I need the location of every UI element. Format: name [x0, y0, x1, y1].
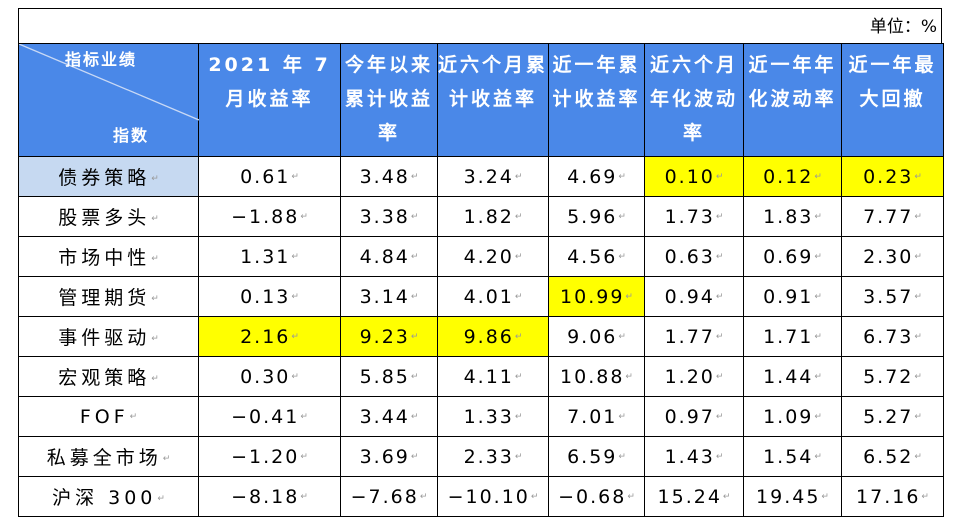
highlighted-cell: 2.16↵ — [198, 316, 341, 357]
table-row: 沪深 300↵ −8.18↵ −7.68↵ −10.10↵ −0.68↵ 15.… — [18, 476, 944, 517]
highlighted-cell: 0.10↵ — [644, 156, 744, 197]
table-cell: 4.84↵ — [340, 236, 438, 277]
table-cell: 0.13↵ — [198, 276, 341, 317]
row-label[interactable]: 债券策略↵ — [18, 156, 199, 197]
table-cell: 3.48↵ — [340, 156, 438, 197]
table-row: FOF↵ −0.41↵ 3.44↵ 1.33↵ 7.01↵ 0.97↵ 1.09… — [18, 396, 944, 437]
table-cell: 1.20↵ — [644, 356, 744, 397]
table-cell: 7.77↵ — [841, 196, 944, 237]
table-cell: 5.96↵ — [548, 196, 645, 237]
table-cell: −0.41↵ — [198, 396, 341, 437]
header-row: 指标业绩 指数 2021 年 7 月收益率 今年以来累计收益率 近六个月累计收益… — [18, 43, 944, 157]
table-cell: 1.73↵ — [644, 196, 744, 237]
row-label: 股票多头↵ — [18, 196, 199, 237]
performance-table: 指标业绩 指数 2021 年 7 月收益率 今年以来累计收益率 近六个月累计收益… — [18, 43, 944, 517]
corner-top-label: 指标业绩 — [65, 50, 138, 69]
row-label: 私募全市场↵ — [18, 436, 199, 477]
highlighted-cell: 9.86↵ — [437, 316, 549, 357]
table-row: 管理期货↵ 0.13↵ 3.14↵ 4.01↵ 10.99↵ 0.94↵ 0.9… — [18, 276, 944, 317]
table-cell: 5.27↵ — [841, 396, 944, 437]
highlighted-cell: 10.99↵ — [548, 276, 645, 317]
highlighted-cell: 0.12↵ — [743, 156, 842, 197]
table-cell: 1.77↵ — [644, 316, 744, 357]
table-cell: 3.69↵ — [340, 436, 438, 477]
row-label: 宏观策略↵ — [18, 356, 199, 397]
table-cell: 5.72↵ — [841, 356, 944, 397]
corner-header: 指标业绩 指数 — [18, 43, 199, 157]
row-label: FOF↵ — [18, 396, 199, 437]
column-header: 近一年年化波动率 — [743, 43, 842, 157]
table-row: 债券策略↵ 0.61↵ 3.48↵ 3.24↵ 4.69↵ 0.10↵ 0.12… — [18, 156, 944, 197]
table-cell: 0.94↵ — [644, 276, 744, 317]
highlighted-cell: 9.23↵ — [340, 316, 438, 357]
table-cell: 10.88↵ — [548, 356, 645, 397]
table-cell: 5.85↵ — [340, 356, 438, 397]
table-cell: 4.20↵ — [437, 236, 549, 277]
table-cell: 4.11↵ — [437, 356, 549, 397]
column-header: 2021 年 7 月收益率 — [198, 43, 341, 157]
table-cell: 2.33↵ — [437, 436, 549, 477]
table-cell: −7.68↵ — [340, 476, 438, 517]
column-header: 近六个月年化波动率 — [644, 43, 744, 157]
table-cell: 4.56↵ — [548, 236, 645, 277]
table-cell: 1.82↵ — [437, 196, 549, 237]
table-cell: 6.59↵ — [548, 436, 645, 477]
table-cell: 19.45↵ — [743, 476, 842, 517]
row-label: 事件驱动↵ — [18, 316, 199, 357]
table-cell: 1.83↵ — [743, 196, 842, 237]
table-cell: 9.06↵ — [548, 316, 645, 357]
table-cell: 0.97↵ — [644, 396, 744, 437]
table-row: 宏观策略↵ 0.30↵ 5.85↵ 4.11↵ 10.88↵ 1.20↵ 1.4… — [18, 356, 944, 397]
table-cell: 6.73↵ — [841, 316, 944, 357]
table-cell: 0.69↵ — [743, 236, 842, 277]
table-cell: −10.10↵ — [437, 476, 549, 517]
row-label: 市场中性↵ — [18, 236, 199, 277]
table-cell: 2.30↵ — [841, 236, 944, 277]
column-header: 近一年累计收益率 — [548, 43, 645, 157]
table-row: 市场中性↵ 1.31↵ 4.84↵ 4.20↵ 4.56↵ 0.63↵ 0.69… — [18, 236, 944, 277]
highlighted-cell: 0.23↵ — [841, 156, 944, 197]
diagonal-divider — [19, 44, 199, 121]
table-cell: 1.44↵ — [743, 356, 842, 397]
corner-bottom-label: 指数 — [113, 126, 150, 145]
table-row: 私募全市场↵ −1.20↵ 3.69↵ 2.33↵ 6.59↵ 1.43↵ 1.… — [18, 436, 944, 477]
column-header: 近一年最大回撤 — [841, 43, 944, 157]
table-cell: 3.57↵ — [841, 276, 944, 317]
table-cell: 1.31↵ — [198, 236, 341, 277]
column-header: 近六个月累计收益率 — [437, 43, 549, 157]
table-cell: 3.38↵ — [340, 196, 438, 237]
table-cell: 3.44↵ — [340, 396, 438, 437]
table-row: 股票多头↵ −1.88↵ 3.38↵ 1.82↵ 5.96↵ 1.73↵ 1.8… — [18, 196, 944, 237]
table-cell: 1.43↵ — [644, 436, 744, 477]
table-cell: 1.09↵ — [743, 396, 842, 437]
table-cell: 0.30↵ — [198, 356, 341, 397]
row-label: 沪深 300↵ — [18, 476, 199, 517]
table-cell: −0.68↵ — [548, 476, 645, 517]
column-header: 今年以来累计收益率 — [340, 43, 438, 157]
table-cell: 0.91↵ — [743, 276, 842, 317]
table-cell: 6.52↵ — [841, 436, 944, 477]
table-cell: 1.71↵ — [743, 316, 842, 357]
table-cell: 0.61↵ — [198, 156, 341, 197]
table-cell: 4.01↵ — [437, 276, 549, 317]
table-cell: −1.20↵ — [198, 436, 341, 477]
table-cell: 3.14↵ — [340, 276, 438, 317]
table-cell: 0.63↵ — [644, 236, 744, 277]
table-cell: 3.24↵ — [437, 156, 549, 197]
table-cell: 1.33↵ — [437, 396, 549, 437]
unit-label: 单位：% — [18, 8, 942, 44]
table-row: 事件驱动↵ 2.16↵ 9.23↵ 9.86↵ 9.06↵ 1.77↵ 1.71… — [18, 316, 944, 357]
table-cell: 4.69↵ — [548, 156, 645, 197]
table-cell: −1.88↵ — [198, 196, 341, 237]
row-label: 管理期货↵ — [18, 276, 199, 317]
table-cell: 7.01↵ — [548, 396, 645, 437]
table-cell: −8.18↵ — [198, 476, 341, 517]
table-cell: 15.24↵ — [644, 476, 744, 517]
table-cell: 17.16↵ — [841, 476, 944, 517]
table-cell: 1.54↵ — [743, 436, 842, 477]
